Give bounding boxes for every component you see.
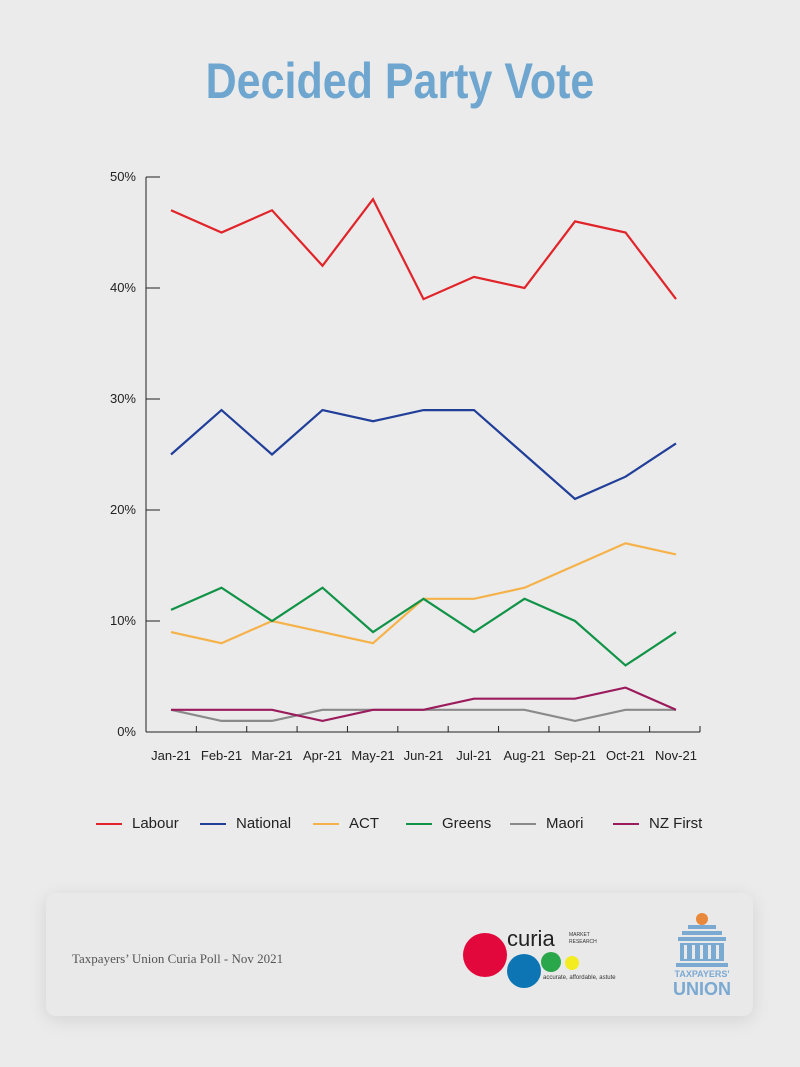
legend-item-act: ACT — [313, 815, 379, 832]
legend-item-labour: Labour — [96, 815, 179, 832]
series-line-labour — [170, 197, 677, 301]
legend-item-maori: Maori — [510, 815, 584, 832]
x-tick-label: Jul-21 — [456, 748, 491, 763]
line-chart: 0% 10% 20% 30% 40% 50% Jan-21 Feb-21 Mar-21 Apr-2… — [110, 169, 701, 763]
chart-lines — [170, 197, 677, 723]
legend-swatch — [96, 822, 122, 825]
curia-tag-2: RESEARCH — [569, 939, 597, 945]
legend-label: Labour — [132, 815, 179, 832]
tu-logo-line-1: TAXPAYERS' — [675, 969, 730, 979]
y-tick-label: 10% — [110, 613, 136, 628]
legend-swatch — [406, 822, 432, 825]
x-tick-label: Sep-21 — [554, 748, 596, 763]
chart-legend: Labour National ACT Greens Maori NZ First — [96, 815, 736, 835]
legend-item-nz-first: NZ First — [613, 815, 702, 832]
footer-caption: Taxpayers’ Union Curia Poll - Nov 2021 — [72, 951, 284, 966]
taxpayers-union-logo: TAXPAYERS' UNION — [674, 913, 730, 999]
tu-logo-line-2: UNION — [674, 979, 730, 999]
x-tick-label: Nov-21 — [655, 748, 697, 763]
y-tick-label: 20% — [110, 502, 136, 517]
legend-swatch — [510, 822, 536, 825]
chart-title: Decided Party Vote — [205, 53, 595, 109]
series-line-greens — [170, 586, 677, 667]
series-line-national — [170, 408, 677, 501]
x-tick-label: Apr-21 — [303, 748, 342, 763]
curia-tag-1: MARKET — [569, 932, 590, 938]
series-line-act — [170, 542, 677, 645]
x-tick-label: Mar-21 — [251, 748, 292, 763]
chart-axes: 0% 10% 20% 30% 40% 50% Jan-21 Feb-21 Mar-21 Apr-2… — [110, 169, 701, 763]
legend-label: NZ First — [649, 815, 703, 832]
curia-tagline: accurate, affordable, astute — [543, 975, 616, 981]
y-tick-label: 0% — [117, 724, 136, 739]
legend-item-greens: Greens — [406, 815, 491, 832]
series-line-nz-first — [171, 686, 677, 723]
series-line-maori — [170, 708, 676, 723]
legend-swatch — [613, 822, 639, 825]
x-tick-label: May-21 — [351, 748, 394, 763]
legend-swatch — [313, 822, 339, 825]
y-tick-label: 30% — [110, 391, 136, 406]
x-tick-label: Aug-21 — [504, 748, 546, 763]
footer-card: Taxpayers’ Union Curia Poll - Nov 2021 c… — [46, 893, 753, 1016]
legend-label: Greens — [442, 815, 492, 832]
x-tick-label: Jan-21 — [151, 748, 191, 763]
x-tick-label: Feb-21 — [201, 748, 242, 763]
curia-wordmark: curia — [507, 928, 555, 951]
x-tick-label: Oct-21 — [606, 748, 645, 763]
x-tick-label: Jun-21 — [404, 748, 444, 763]
legend-label: ACT — [349, 815, 379, 832]
y-tick-label: 50% — [110, 169, 136, 184]
curia-logo: curia MARKET RESEARCH accurate, affordab… — [463, 928, 616, 988]
legend-swatch — [200, 822, 226, 825]
legend-label: National — [236, 815, 292, 832]
legend-label: Maori — [546, 815, 584, 832]
legend-item-national: National — [200, 815, 291, 832]
y-tick-label: 40% — [110, 280, 136, 295]
